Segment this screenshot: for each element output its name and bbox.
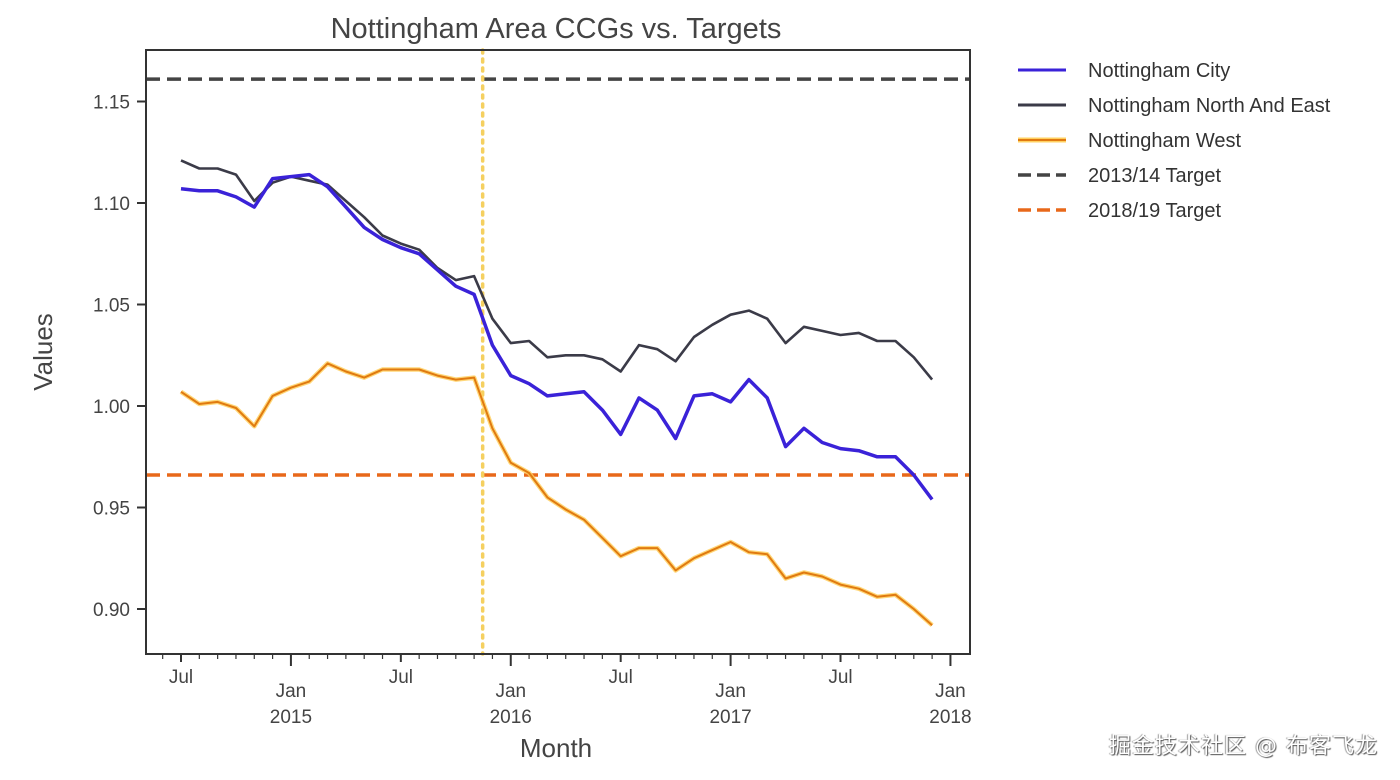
- x-tick-year-label: 2015: [270, 707, 312, 728]
- y-tick-label: 1.10: [93, 194, 130, 215]
- y-tick-label: 0.95: [93, 499, 130, 520]
- series-line-nottingham-west: [180, 362, 933, 626]
- x-tick-year-label: 2016: [490, 707, 532, 728]
- y-tick-label: 1.05: [93, 296, 130, 317]
- y-axis-title: Values: [28, 313, 58, 391]
- x-tick-label: Jan: [715, 681, 746, 702]
- x-tick-label: Jul: [389, 667, 413, 688]
- x-tick-label: Jul: [169, 667, 193, 688]
- x-axis: Jul Jan 2015 Jul Jan 2016 Jul Jan 2017 Jul Jan 2018: [162, 654, 972, 728]
- legend: Nottingham City Nottingham North And East…: [1018, 60, 1331, 222]
- legend-label: Nottingham West: [1088, 130, 1241, 152]
- x-tick-year-label: 2017: [709, 707, 751, 728]
- x-tick-label: Jan: [276, 681, 307, 702]
- plot-area: [146, 48, 970, 656]
- legend-label: 2018/19 Target: [1088, 200, 1222, 222]
- legend-label: Nottingham City: [1088, 60, 1230, 82]
- watermark: 掘金技术社区 @ 布客飞龙: [1109, 734, 1378, 759]
- x-tick-label: Jan: [495, 681, 526, 702]
- y-tick-label: 1.15: [93, 93, 130, 114]
- x-tick-label: Jul: [609, 667, 633, 688]
- y-axis: 0.90 0.95 1.00 1.05 1.10 1.15: [93, 93, 146, 621]
- y-tick-label: 1.00: [93, 397, 130, 418]
- series-line-nottingham-city: [180, 172, 934, 501]
- x-tick-year-label: 2018: [929, 707, 971, 728]
- x-tick-label: Jan: [935, 681, 966, 702]
- legend-label: Nottingham North And East: [1088, 95, 1331, 117]
- y-tick-label: 0.90: [93, 600, 130, 621]
- legend-label: 2013/14 Target: [1088, 165, 1222, 187]
- x-axis-title: Month: [520, 733, 592, 763]
- plot-frame: [145, 49, 971, 655]
- x-tick-label: Jul: [828, 667, 852, 688]
- chart-title: Nottingham Area CCGs vs. Targets: [331, 13, 782, 45]
- series-line-nottingham-north-and-east: [180, 159, 934, 381]
- series-line-nottingham-west-halo: [179, 361, 934, 627]
